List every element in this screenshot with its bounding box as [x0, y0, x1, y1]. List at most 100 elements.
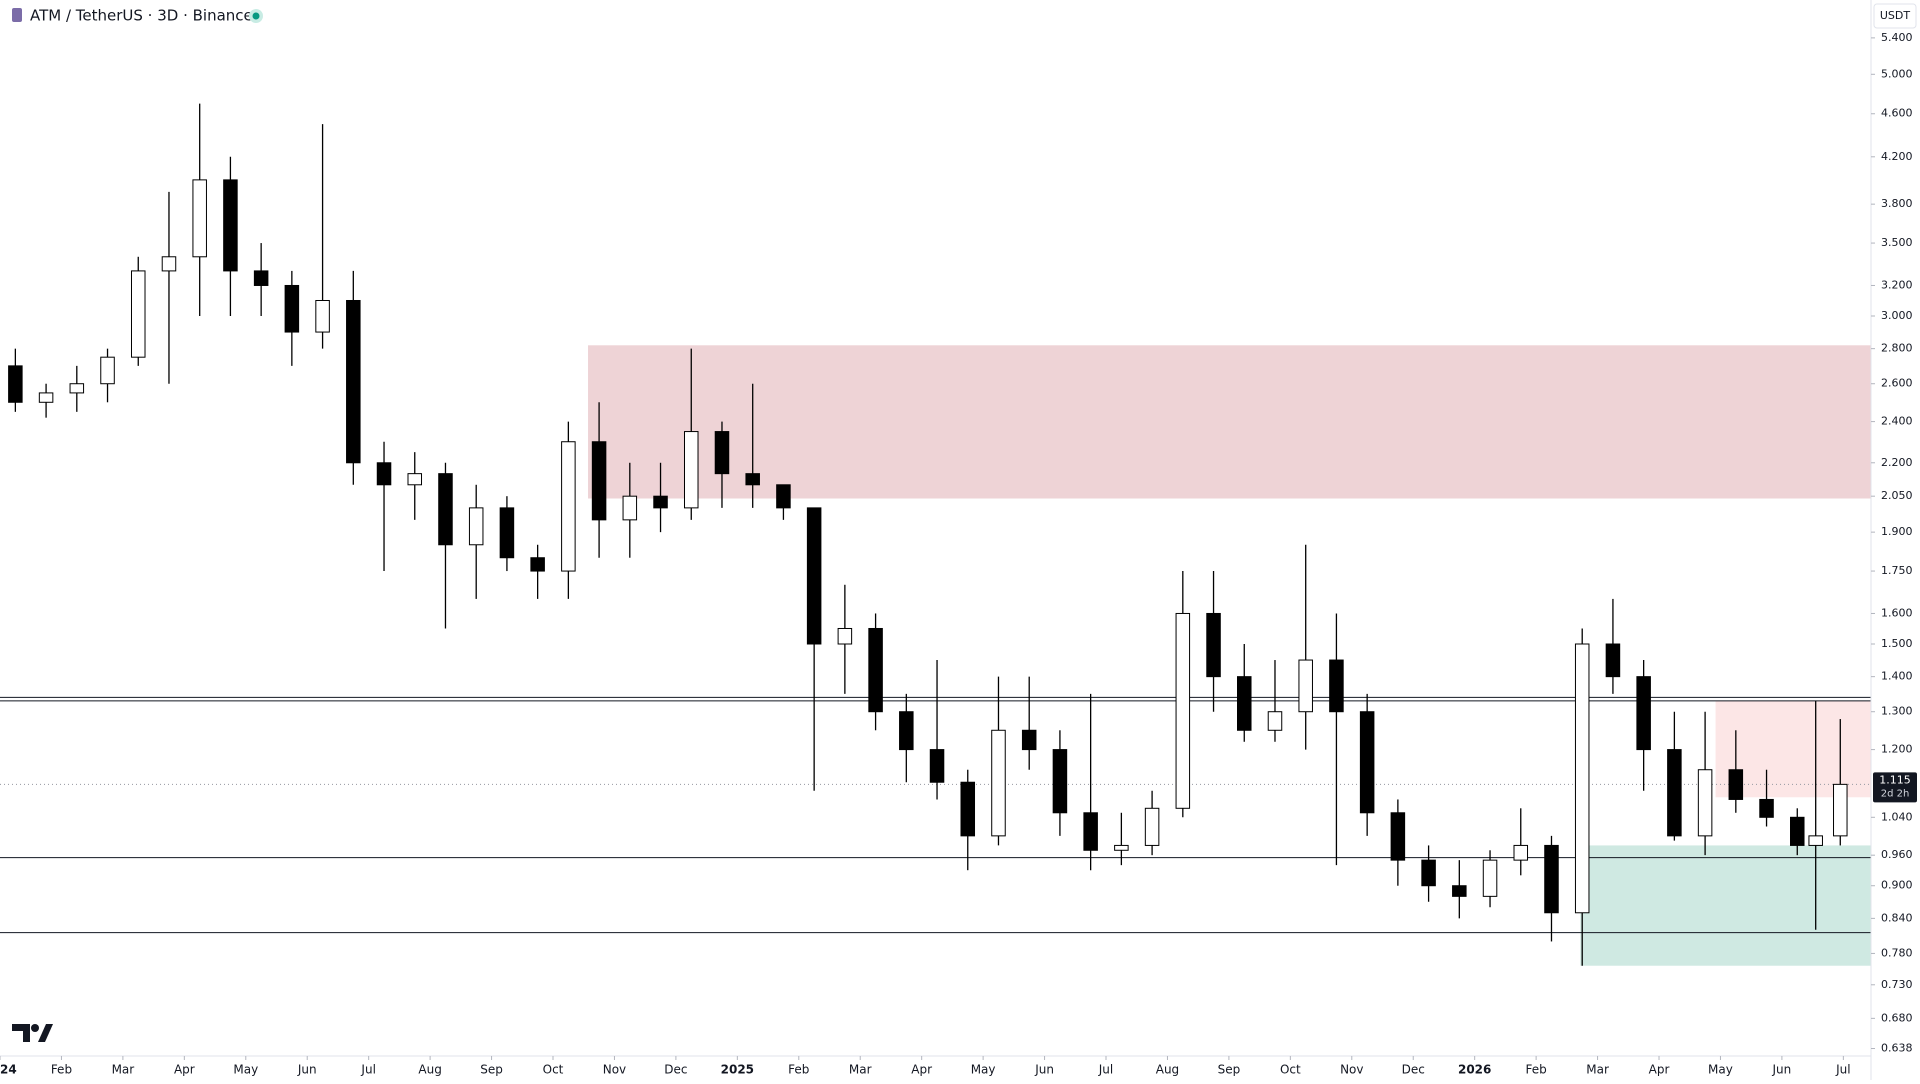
currency-box[interactable]	[1873, 3, 1917, 29]
candle-body	[69, 383, 85, 394]
candle-body	[1114, 844, 1129, 851]
candle-body	[192, 179, 207, 258]
x-tick-label: Jul	[360, 1063, 375, 1077]
currency-label: USDT	[1880, 9, 1911, 22]
y-tick-label: 1.040	[1881, 810, 1913, 823]
y-tick-label: 1.500	[1881, 637, 1913, 650]
y-tick-label: 2.800	[1881, 342, 1913, 355]
y-tick-label: 1.300	[1881, 705, 1913, 718]
x-tick-label: May	[1708, 1063, 1733, 1077]
candle-body	[1237, 676, 1252, 731]
candle-body	[1206, 612, 1221, 678]
candle-body	[868, 627, 883, 713]
candle-body	[837, 627, 853, 645]
candle-body	[1390, 812, 1406, 861]
y-tick-label: 2.200	[1881, 456, 1913, 469]
x-tick-label: 2025	[721, 1063, 754, 1077]
candle-body	[1667, 749, 1682, 837]
x-tick-label: Mar	[112, 1063, 135, 1077]
y-tick-label: 4.600	[1881, 107, 1913, 120]
candle-body	[1298, 659, 1313, 713]
candle-body	[38, 392, 54, 403]
y-tick-label: 2.600	[1881, 377, 1913, 390]
y-tick-label: 5.400	[1881, 31, 1913, 44]
candle-body	[530, 557, 545, 572]
candle-body	[1021, 729, 1037, 751]
candle-body	[1636, 676, 1651, 751]
tradingview-logo	[12, 1024, 53, 1042]
x-tick-label: Apr	[1649, 1063, 1670, 1077]
x-tick-label: Feb	[788, 1063, 809, 1077]
x-tick-label: Nov	[1340, 1063, 1363, 1077]
last-price-box	[1873, 772, 1917, 803]
candle-body	[1144, 807, 1160, 846]
x-tick-label: May	[233, 1063, 258, 1077]
candle-body	[253, 270, 269, 286]
candle-body	[468, 507, 484, 546]
x-tick-label: 2026	[1458, 1063, 1491, 1077]
candle-body	[745, 473, 760, 486]
candle-body	[806, 507, 822, 645]
y-tick-label: 2.400	[1881, 415, 1913, 428]
status-dot	[252, 12, 260, 20]
candle-body	[1052, 749, 1068, 814]
candle-body	[1083, 812, 1098, 851]
candle-body	[561, 441, 576, 572]
candle-body	[1790, 816, 1805, 846]
plot-area	[0, 103, 1871, 966]
y-tick-label: 2.050	[1881, 489, 1913, 502]
symbol-title[interactable]: ATM / TetherUS · 3D · Binance	[30, 7, 253, 25]
candle-body	[653, 495, 668, 509]
candle-body	[960, 781, 976, 837]
candle-body	[100, 356, 115, 385]
zone	[1580, 845, 1871, 966]
y-tick-label: 1.200	[1881, 743, 1913, 756]
y-tick-label: 3.200	[1881, 278, 1913, 291]
x-tick-label: Aug	[418, 1063, 441, 1077]
candle-body	[315, 299, 330, 333]
candle-body	[1329, 659, 1344, 713]
countdown-label: 2d 2h	[1881, 788, 1910, 799]
x-tick-label: Dec	[1402, 1063, 1425, 1077]
y-tick-label: 3.500	[1881, 236, 1913, 249]
x-tick-label: Aug	[1156, 1063, 1179, 1077]
x-tick-label: Feb	[1525, 1063, 1546, 1077]
zone	[588, 345, 1871, 499]
y-tick-label: 1.750	[1881, 564, 1913, 577]
x-tick-label: Sep	[1218, 1063, 1241, 1077]
candle-body	[1482, 859, 1498, 897]
x-tick-label: Apr	[174, 1063, 195, 1077]
candle-body	[376, 462, 392, 486]
candle-body	[991, 729, 1006, 837]
y-tick-label: 5.000	[1881, 67, 1913, 80]
candle-body	[407, 473, 423, 486]
x-tick-label: Mar	[1586, 1063, 1609, 1077]
y-tick-label: 3.800	[1881, 197, 1913, 210]
y-tick-label: 0.900	[1881, 879, 1913, 892]
candle-body	[1175, 612, 1191, 809]
candle-body	[591, 441, 607, 521]
candle-body	[929, 749, 945, 783]
candle-body	[1833, 783, 1848, 837]
candle-body	[899, 711, 914, 751]
candle-body	[1452, 885, 1467, 897]
candle-body	[130, 270, 146, 358]
candle-body	[1267, 711, 1283, 731]
x-tick-label: Dec	[664, 1063, 687, 1077]
candle-body	[1605, 643, 1621, 678]
candle-body	[346, 299, 361, 464]
candle-body	[1574, 643, 1590, 914]
x-tick-label: 2024	[0, 1063, 17, 1077]
y-tick-label: 0.638	[1881, 1042, 1913, 1055]
candle-body	[1421, 859, 1436, 887]
candle-body	[284, 284, 300, 333]
x-tick-label: Apr	[911, 1063, 932, 1077]
candle-body	[161, 256, 177, 272]
candle-body	[1759, 798, 1774, 818]
x-tick-label: Sep	[480, 1063, 503, 1077]
candle-body	[499, 507, 515, 559]
y-tick-label: 1.900	[1881, 525, 1913, 538]
y-tick-label: 1.600	[1881, 606, 1913, 619]
